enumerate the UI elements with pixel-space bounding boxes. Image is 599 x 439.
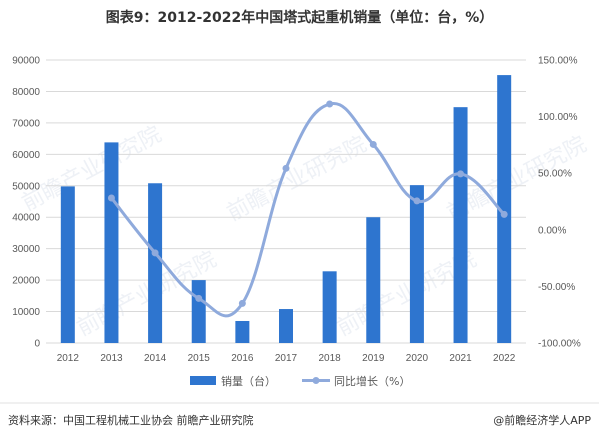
bar	[497, 75, 512, 344]
growth-line-series	[107, 100, 508, 318]
growth-point	[238, 299, 246, 307]
left-tick-label: 30000	[12, 244, 40, 255]
x-tick-label: 2015	[188, 353, 211, 364]
right-tick-label: 50.00%	[538, 169, 572, 180]
left-tick-label: 70000	[12, 118, 40, 129]
growth-point	[282, 164, 290, 172]
bar	[453, 107, 468, 344]
bar	[148, 183, 163, 343]
growth-point	[369, 140, 377, 148]
x-tick-label: 2014	[144, 353, 167, 364]
source-note: 资料来源：中国工程机械工业协会 前瞻产业研究院	[8, 413, 254, 427]
legend: 销量（台） 同比增长（%）	[190, 374, 410, 388]
x-tick-label: 2021	[449, 353, 472, 364]
x-tick-label: 2016	[231, 353, 254, 364]
bar	[322, 271, 337, 343]
bar	[279, 309, 293, 343]
watermark-text: 前瞻产业研究院	[18, 122, 166, 216]
x-tick-label: 2013	[100, 353, 123, 364]
right-tick-label: 100.00%	[538, 112, 578, 123]
x-tick-label: 2012	[57, 353, 80, 364]
brand-label: @前瞻经济学人APP	[493, 413, 591, 427]
left-tick-label: 60000	[12, 150, 40, 161]
bar	[60, 186, 75, 343]
right-axis-ticks: -100.00% -50.00% 0.00% 50.00% 100.00% 150.00%	[538, 56, 581, 350]
growth-point	[413, 197, 421, 205]
growth-point	[326, 100, 334, 108]
growth-point	[107, 194, 115, 202]
growth-point	[500, 210, 508, 218]
growth-point	[195, 294, 203, 302]
legend-bar-swatch	[190, 376, 216, 385]
left-tick-label: 50000	[12, 181, 40, 192]
legend-line-marker	[312, 377, 320, 384]
left-axis-ticks: 0 10000 20000 30000 40000 50000 60000 70000 8000…	[12, 56, 40, 350]
right-tick-label: -50.00%	[538, 282, 575, 293]
x-axis-ticks: 2012 2013 2014 2015 2016 2017 2018 2019 2020 2021…	[57, 353, 516, 364]
left-tick-label: 40000	[12, 213, 40, 224]
chart-title: 图表9：2012-2022年中国塔式起重机销量（单位：台，%）	[106, 9, 494, 26]
growth-point	[457, 170, 465, 178]
bar	[409, 185, 424, 343]
growth-line	[110, 102, 506, 318]
x-tick-label: 2018	[319, 353, 342, 364]
legend-line-label: 同比增长（%）	[334, 374, 410, 388]
bar	[366, 217, 381, 343]
right-tick-label: 150.00%	[538, 56, 578, 67]
left-tick-label: 20000	[12, 276, 40, 287]
left-tick-label: 10000	[12, 307, 40, 318]
x-tick-label: 2022	[493, 353, 516, 364]
bar	[235, 320, 250, 343]
x-tick-label: 2019	[362, 353, 385, 364]
bar	[191, 280, 206, 343]
legend-bar-label: 销量（台）	[221, 374, 276, 388]
bar	[104, 142, 119, 343]
x-tick-label: 2020	[406, 353, 429, 364]
right-tick-label: 0.00%	[538, 225, 566, 236]
x-tick-label: 2017	[275, 353, 298, 364]
growth-point	[151, 249, 159, 257]
left-tick-label: 80000	[12, 87, 40, 98]
right-tick-label: -100.00%	[538, 339, 581, 350]
left-tick-label: 90000	[12, 56, 40, 67]
left-tick-label: 0	[34, 339, 40, 350]
